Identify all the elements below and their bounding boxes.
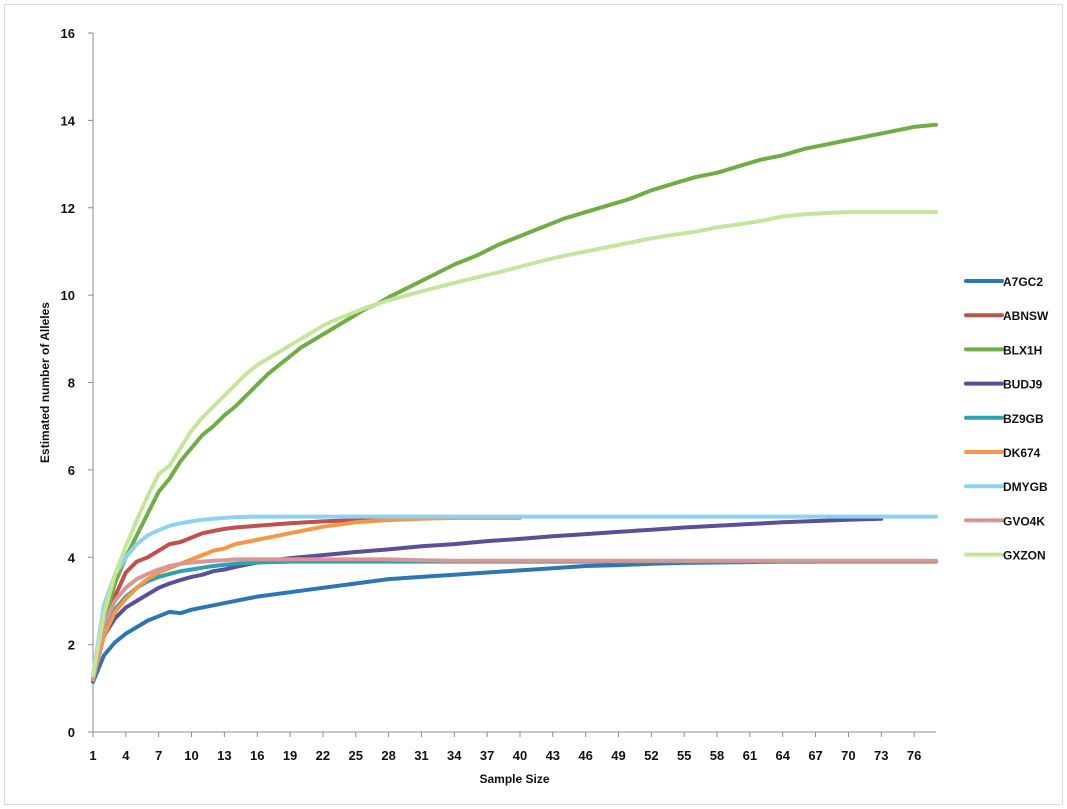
legend-label: GXZON [1003, 549, 1046, 563]
x-tick-label: 16 [250, 748, 264, 763]
x-tick-label: 22 [316, 748, 330, 763]
series-line-bz9gb [91, 559, 938, 682]
chart-frame [4, 4, 1063, 805]
x-tick-label: 43 [546, 748, 560, 763]
x-tick-label: 4 [122, 748, 130, 763]
x-tick-label: 61 [743, 748, 757, 763]
y-tick-label: 2 [68, 638, 75, 653]
series-line-abnsw [91, 515, 457, 682]
x-tick-label: 40 [513, 748, 527, 763]
series-line-budj9 [91, 516, 884, 682]
y-tick-label: 4 [68, 550, 76, 565]
x-tick-label: 25 [349, 748, 363, 763]
legend-label: ABNSW [1003, 309, 1049, 323]
x-tick-label: 67 [808, 748, 822, 763]
x-tick-label: 19 [283, 748, 297, 763]
x-axis-ticks: 1 4 7 10 13 16 19 22 25 28 31 34 37 40 43 46 49 52 55 58 61 6… [89, 732, 921, 763]
x-tick-label: 73 [874, 748, 888, 763]
x-tick-label: 7 [155, 748, 162, 763]
x-tick-label: 76 [907, 748, 921, 763]
y-axis-ticks: 0 2 4 6 8 10 12 14 16 [61, 26, 93, 740]
y-tick-label: 6 [68, 463, 75, 478]
x-tick-label: 13 [217, 748, 231, 763]
legend: A7GC2 ABNSW BLX1H BUDJ9 BZ9GB DK674 DMYGB GVO4K… [964, 275, 1049, 563]
x-tick-label: 28 [381, 748, 395, 763]
series-line-dmygb [91, 514, 938, 678]
x-tick-label: 31 [414, 748, 428, 763]
series-lines [91, 122, 938, 684]
y-tick-label: 8 [68, 376, 75, 391]
x-tick-label: 37 [480, 748, 494, 763]
legend-label: DK674 [1003, 446, 1041, 460]
legend-label: A7GC2 [1003, 275, 1043, 289]
y-tick-label: 10 [61, 288, 75, 303]
x-axis-title: Sample Size [479, 772, 549, 786]
legend-label: BUDJ9 [1003, 378, 1043, 392]
series-line-gvo4k [91, 557, 938, 682]
x-tick-label: 55 [677, 748, 691, 763]
x-tick-label: 70 [841, 748, 855, 763]
x-tick-label: 52 [644, 748, 658, 763]
x-tick-label: 58 [710, 748, 724, 763]
legend-label: BZ9GB [1003, 412, 1044, 426]
x-tick-label: 49 [611, 748, 625, 763]
x-tick-label: 1 [89, 748, 96, 763]
x-tick-label: 10 [184, 748, 198, 763]
y-tick-label: 12 [61, 201, 75, 216]
y-tick-label: 16 [61, 26, 75, 41]
legend-label: BLX1H [1003, 343, 1042, 357]
x-tick-label: 46 [578, 748, 592, 763]
series-line-a7gc2 [91, 559, 818, 684]
x-tick-label: 64 [775, 748, 790, 763]
y-axis-title: Estimated number of Alleles [38, 302, 52, 463]
series-line-gxzon [91, 210, 938, 678]
legend-label: DMYGB [1003, 480, 1048, 494]
x-tick-label: 34 [447, 748, 462, 763]
series-line-dk674 [91, 515, 522, 682]
y-tick-label: 14 [61, 113, 76, 128]
y-tick-label: 0 [68, 725, 75, 740]
legend-label: GVO4K [1003, 514, 1045, 528]
